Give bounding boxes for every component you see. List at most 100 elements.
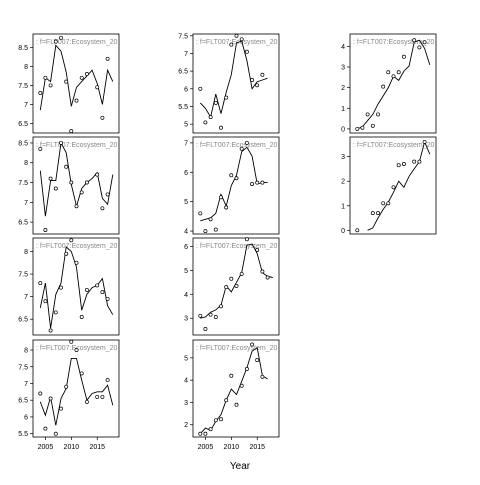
data-point — [64, 384, 69, 389]
data-point — [105, 296, 110, 301]
data-point — [239, 383, 244, 388]
data-point — [59, 406, 63, 411]
data-point — [396, 70, 401, 75]
y-tick-label: 7 — [24, 102, 28, 109]
data-point — [84, 180, 89, 185]
data-point — [105, 378, 110, 383]
fit-line — [39, 357, 114, 426]
data-point — [213, 315, 218, 319]
data-point — [48, 83, 53, 88]
data-point — [355, 228, 360, 233]
data-point — [219, 417, 223, 422]
panel-frame — [349, 33, 437, 134]
fit-line — [199, 40, 268, 119]
y-tick-label: 0 — [341, 228, 345, 235]
data-point — [84, 72, 89, 76]
data-point — [64, 251, 69, 256]
data-point — [250, 78, 255, 82]
data-point — [213, 418, 218, 423]
data-point — [100, 394, 105, 399]
y-tick-label: 1 — [341, 203, 345, 210]
x-tick-label: 2005 — [198, 444, 214, 451]
y-tick-label: 6 — [184, 244, 188, 251]
panel-frame — [192, 136, 280, 235]
data-point — [53, 310, 58, 315]
y-tick-label: 8 — [24, 160, 28, 167]
data-point — [219, 195, 223, 200]
y-tick-label: 7 — [24, 294, 28, 301]
x-tick-label: 2015 — [89, 444, 105, 451]
y-tick-label: 6 — [184, 170, 188, 177]
data-point — [422, 139, 427, 144]
data-point — [48, 328, 53, 333]
data-point — [234, 402, 239, 407]
data-point — [79, 190, 84, 195]
data-point — [255, 83, 260, 88]
data-point — [239, 146, 244, 151]
y-tick-label: 7 — [24, 381, 28, 388]
y-tick-label: 7.5 — [18, 83, 28, 90]
data-point — [38, 281, 43, 286]
panel-title: : f=FLT007:Ecosystem_20 — [353, 39, 434, 46]
data-point — [74, 348, 79, 352]
data-point — [370, 211, 375, 216]
data-point — [417, 45, 422, 50]
data-point — [229, 173, 234, 178]
data-point — [260, 72, 265, 77]
data-point — [105, 56, 110, 61]
panel-6: : f=FLT007:Ecosystem_20 0 1 2 3 — [341, 136, 437, 235]
fit-line — [200, 146, 268, 222]
data-point — [74, 98, 79, 103]
data-point — [53, 186, 58, 191]
data-point — [64, 164, 69, 169]
data-point — [198, 431, 203, 436]
y-tick-label: 3 — [341, 154, 345, 161]
data-point — [100, 290, 105, 295]
panel-frame — [192, 339, 280, 438]
data-point — [79, 371, 84, 376]
panel-title: : f=FLT007:Ecosystem_20 — [196, 345, 277, 352]
y-tick-label: 6 — [24, 414, 28, 421]
data-point — [69, 238, 74, 243]
x-tick-label: 2010 — [64, 444, 80, 451]
panel-frame — [32, 237, 120, 336]
panel-title: : f=FLT007:Ecosystem_20 — [196, 243, 277, 250]
data-point — [422, 40, 427, 45]
data-point — [255, 180, 260, 185]
data-point — [38, 146, 43, 151]
y-tick-label: 3 — [184, 400, 188, 407]
data-point — [43, 75, 48, 80]
data-point — [265, 275, 270, 280]
panel-10: : f=FLT007:Ecosystem_20 2 3 4 5 2005 2010 2015 — [184, 339, 280, 451]
y-tick-label: 1 — [341, 106, 345, 113]
y-tick-label: 5.5 — [178, 104, 188, 111]
y-tick-label: 0 — [341, 126, 345, 133]
data-point — [198, 211, 203, 216]
panel-8: : f=FLT007:Ecosystem_20 3 4 5 6 — [184, 237, 280, 336]
data-point — [244, 367, 249, 371]
data-point — [255, 248, 260, 252]
x-tick-label: 2015 — [249, 444, 265, 451]
data-point — [213, 227, 218, 232]
y-tick-label: 3 — [184, 316, 188, 323]
data-point — [224, 95, 229, 100]
data-point — [74, 260, 79, 265]
data-point — [244, 237, 249, 242]
data-point — [386, 70, 391, 75]
data-point — [401, 162, 406, 166]
y-tick-label: 4 — [184, 229, 188, 236]
panel-frame — [32, 136, 120, 235]
data-point — [224, 285, 229, 290]
panel-7: : f=FLT007:Ecosystem_20 6.5 7 7.5 8 — [18, 237, 120, 336]
data-point — [198, 86, 203, 91]
data-point — [239, 271, 244, 276]
data-point — [391, 74, 396, 79]
data-point — [219, 304, 223, 309]
data-point — [48, 396, 53, 401]
panel-3: : f=FLT007:Ecosystem_20 0 1 2 3 4 — [341, 33, 437, 134]
data-point — [79, 315, 84, 319]
